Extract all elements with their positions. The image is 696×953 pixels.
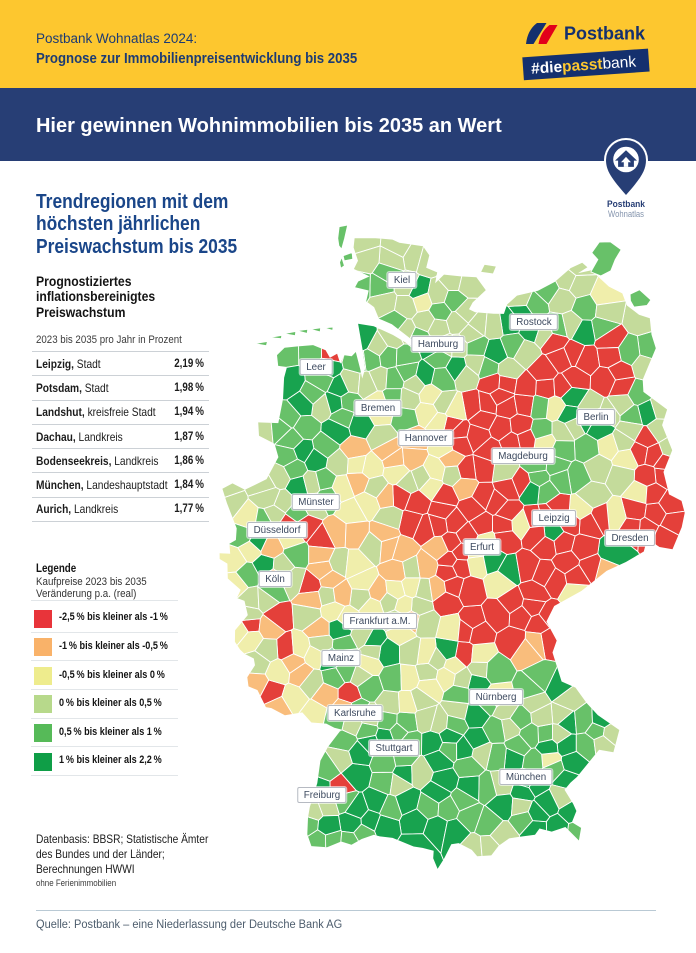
svg-text:Postbank: Postbank xyxy=(607,199,646,210)
svg-text:#diepasstbank: #diepasstbank xyxy=(531,53,637,77)
svg-text:Postbank: Postbank xyxy=(564,24,646,44)
svg-text:Wohnatlas: Wohnatlas xyxy=(608,209,644,220)
